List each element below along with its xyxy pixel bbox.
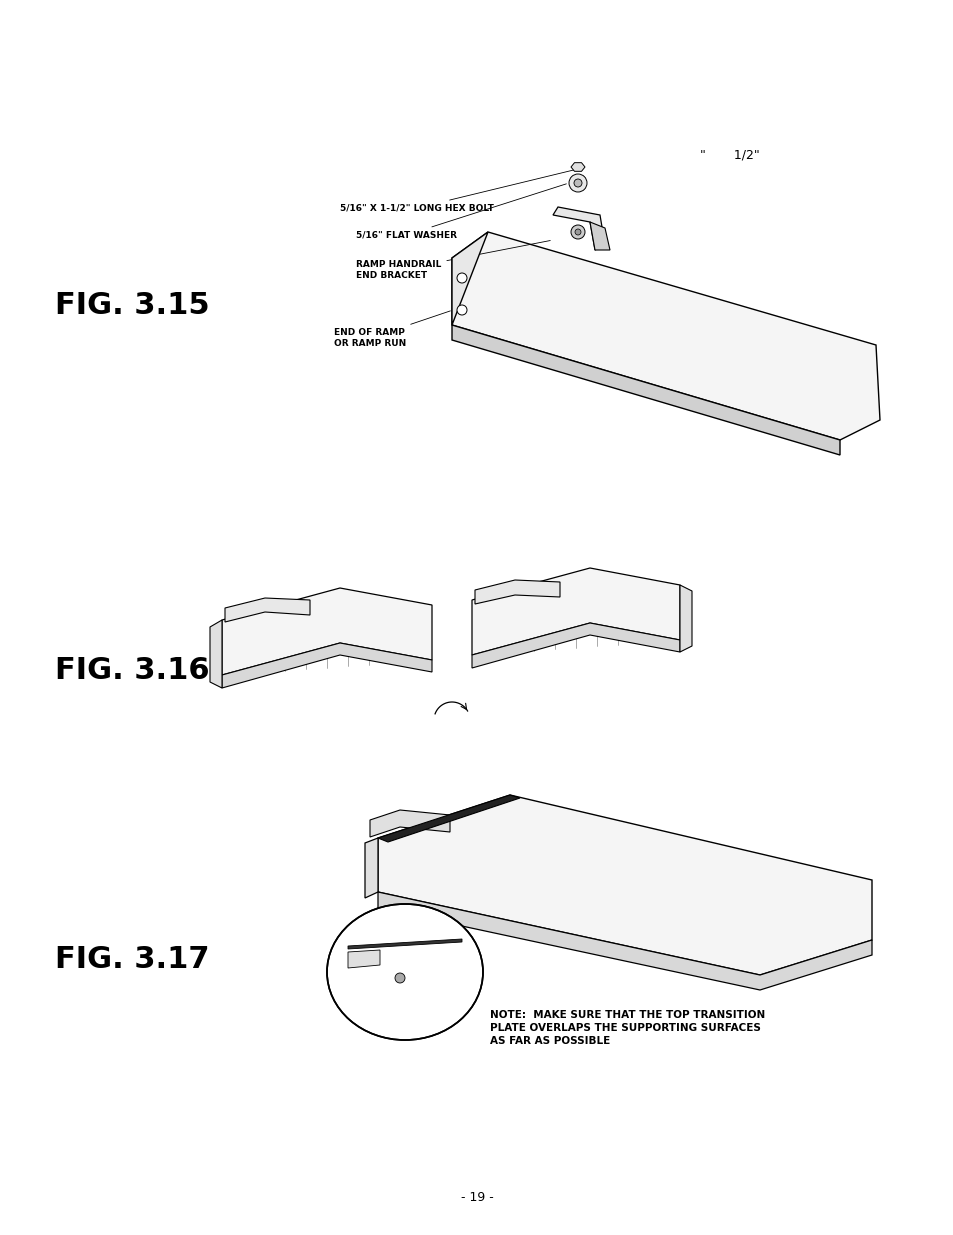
Polygon shape [589, 222, 609, 249]
Text: END OF RAMP
OR RAMP RUN: END OF RAMP OR RAMP RUN [334, 311, 450, 348]
Polygon shape [370, 810, 450, 837]
Polygon shape [452, 232, 879, 440]
Polygon shape [472, 622, 679, 668]
Circle shape [571, 225, 584, 240]
Text: - 19 -: - 19 - [460, 1192, 493, 1204]
Text: 5/16" FLAT WASHER: 5/16" FLAT WASHER [355, 184, 566, 240]
Polygon shape [377, 795, 519, 842]
Text: 5/16" X 1-1/2" LONG HEX BOLT: 5/16" X 1-1/2" LONG HEX BOLT [339, 168, 582, 212]
Polygon shape [222, 588, 432, 676]
Polygon shape [225, 598, 310, 622]
Polygon shape [377, 892, 871, 990]
Text: FIG. 3.15: FIG. 3.15 [55, 290, 210, 320]
Polygon shape [475, 580, 559, 604]
Polygon shape [348, 939, 461, 948]
Circle shape [395, 973, 405, 983]
Polygon shape [452, 325, 840, 454]
Circle shape [575, 228, 580, 235]
Circle shape [456, 305, 467, 315]
Polygon shape [571, 163, 584, 172]
Polygon shape [452, 232, 488, 325]
Polygon shape [472, 568, 679, 655]
Polygon shape [348, 950, 379, 968]
Polygon shape [210, 620, 222, 688]
Text: RAMP HANDRAIL
END BRACKET: RAMP HANDRAIL END BRACKET [355, 241, 550, 280]
Text: FIG. 3.17: FIG. 3.17 [55, 946, 210, 974]
Polygon shape [222, 643, 432, 688]
Circle shape [456, 273, 467, 283]
Circle shape [574, 179, 581, 186]
Text: FIG. 3.16: FIG. 3.16 [55, 656, 210, 684]
Text: NOTE:  MAKE SURE THAT THE TOP TRANSITION
PLATE OVERLAPS THE SUPPORTING SURFACES
: NOTE: MAKE SURE THAT THE TOP TRANSITION … [490, 1010, 764, 1046]
Ellipse shape [327, 904, 482, 1040]
Circle shape [568, 174, 586, 191]
Text: "       1/2": " 1/2" [700, 148, 759, 162]
Polygon shape [365, 839, 377, 898]
Polygon shape [553, 207, 604, 249]
Polygon shape [679, 585, 691, 652]
Polygon shape [377, 795, 871, 974]
